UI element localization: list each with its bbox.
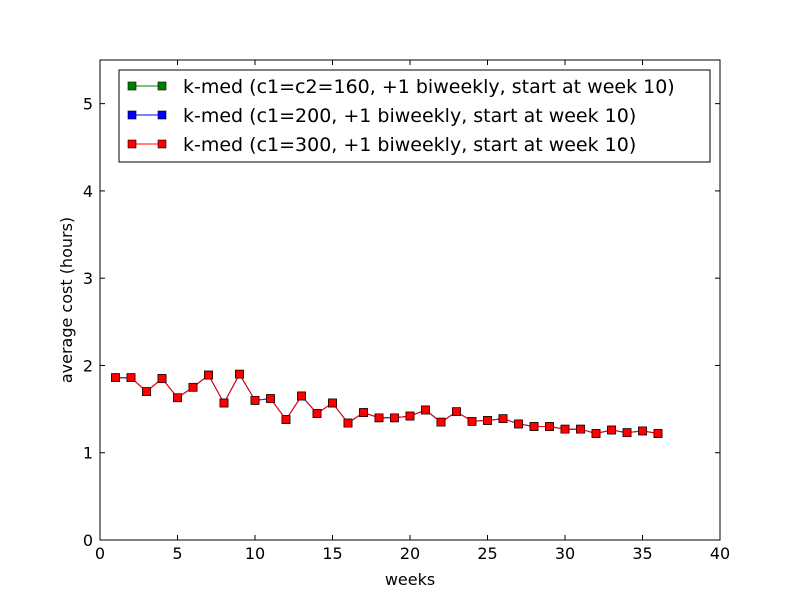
- data-point: [188, 382, 198, 392]
- x-tick-label: 15: [322, 544, 342, 563]
- y-tick-label: 0: [83, 531, 93, 550]
- data-point: [359, 408, 368, 417]
- x-tick-label: 35: [632, 544, 652, 563]
- legend-label: k-med (c1=200, +1 biweekly, start at wee…: [183, 105, 636, 127]
- data-point: [421, 405, 430, 415]
- legend-marker: [127, 110, 137, 120]
- legend-label: k-med (c1=c2=160, +1 biweekly, start at …: [183, 76, 675, 98]
- y-tick-label: 2: [83, 356, 93, 375]
- x-tick-label: 5: [172, 544, 182, 563]
- legend-entry: k-med (c1=c2=160, +1 biweekly, start at …: [127, 76, 675, 98]
- y-axis-label: average cost (hours): [57, 217, 76, 383]
- data-point: [560, 424, 570, 434]
- legend-entry: k-med (c1=300, +1 biweekly, start at wee…: [127, 134, 636, 156]
- data-point: [126, 373, 136, 382]
- data-point: [173, 393, 182, 403]
- data-point: [545, 422, 554, 431]
- data-point: [142, 387, 151, 396]
- x-axis-label: weeks: [385, 570, 435, 589]
- x-tick-label: 10: [245, 544, 265, 563]
- legend-marker: [127, 139, 137, 149]
- data-point: [452, 407, 461, 417]
- axis-ticks: 0 5 10 15 20 25 30 35 40 0 1 2 3 4 5: [83, 60, 730, 563]
- y-tick-label: 5: [83, 95, 93, 114]
- x-tick-label: 40: [710, 544, 730, 563]
- data-point: [204, 370, 213, 380]
- x-tick-label: 0: [95, 544, 105, 563]
- data-point: [467, 417, 477, 426]
- data-point: [328, 398, 337, 408]
- data-point: [529, 422, 539, 431]
- legend-marker: [157, 81, 167, 91]
- legend: k-med (c1=c2=160, +1 biweekly, start at …: [118, 69, 711, 163]
- data-point: [405, 411, 415, 421]
- legend-marker: [157, 139, 167, 149]
- data-point: [111, 373, 120, 382]
- legend-marker: [157, 110, 167, 120]
- data-point: [250, 396, 260, 405]
- y-tick-label: 4: [83, 182, 93, 201]
- legend-label: k-med (c1=300, +1 biweekly, start at wee…: [183, 134, 636, 156]
- data-point: [157, 374, 167, 383]
- plot-area: [111, 369, 663, 438]
- x-tick-label: 20: [400, 544, 420, 563]
- data-point: [312, 409, 322, 418]
- data-point: [374, 413, 384, 423]
- y-tick-label: 3: [83, 269, 93, 288]
- data-point: [622, 428, 632, 437]
- data-point: [607, 425, 616, 435]
- x-tick-label: 30: [555, 544, 575, 563]
- data-point: [498, 414, 508, 423]
- legend-marker: [127, 81, 137, 91]
- y-tick-label: 1: [83, 444, 93, 463]
- legend-box: [118, 69, 711, 163]
- legend-entry: k-med (c1=200, +1 biweekly, start at wee…: [127, 105, 636, 127]
- data-point: [483, 416, 492, 425]
- data-point: [514, 419, 523, 429]
- data-point: [219, 398, 229, 408]
- data-point: [343, 418, 353, 428]
- data-point: [576, 424, 585, 434]
- data-point: [390, 413, 399, 423]
- data-point: [281, 415, 291, 424]
- data-point: [297, 391, 306, 401]
- data-point: [436, 417, 446, 427]
- data-point: [591, 429, 601, 438]
- data-point: [653, 429, 663, 438]
- x-tick-label: 25: [477, 544, 497, 563]
- data-point: [235, 369, 244, 379]
- data-point: [638, 426, 647, 436]
- data-point: [266, 394, 275, 403]
- series-3: [111, 369, 663, 438]
